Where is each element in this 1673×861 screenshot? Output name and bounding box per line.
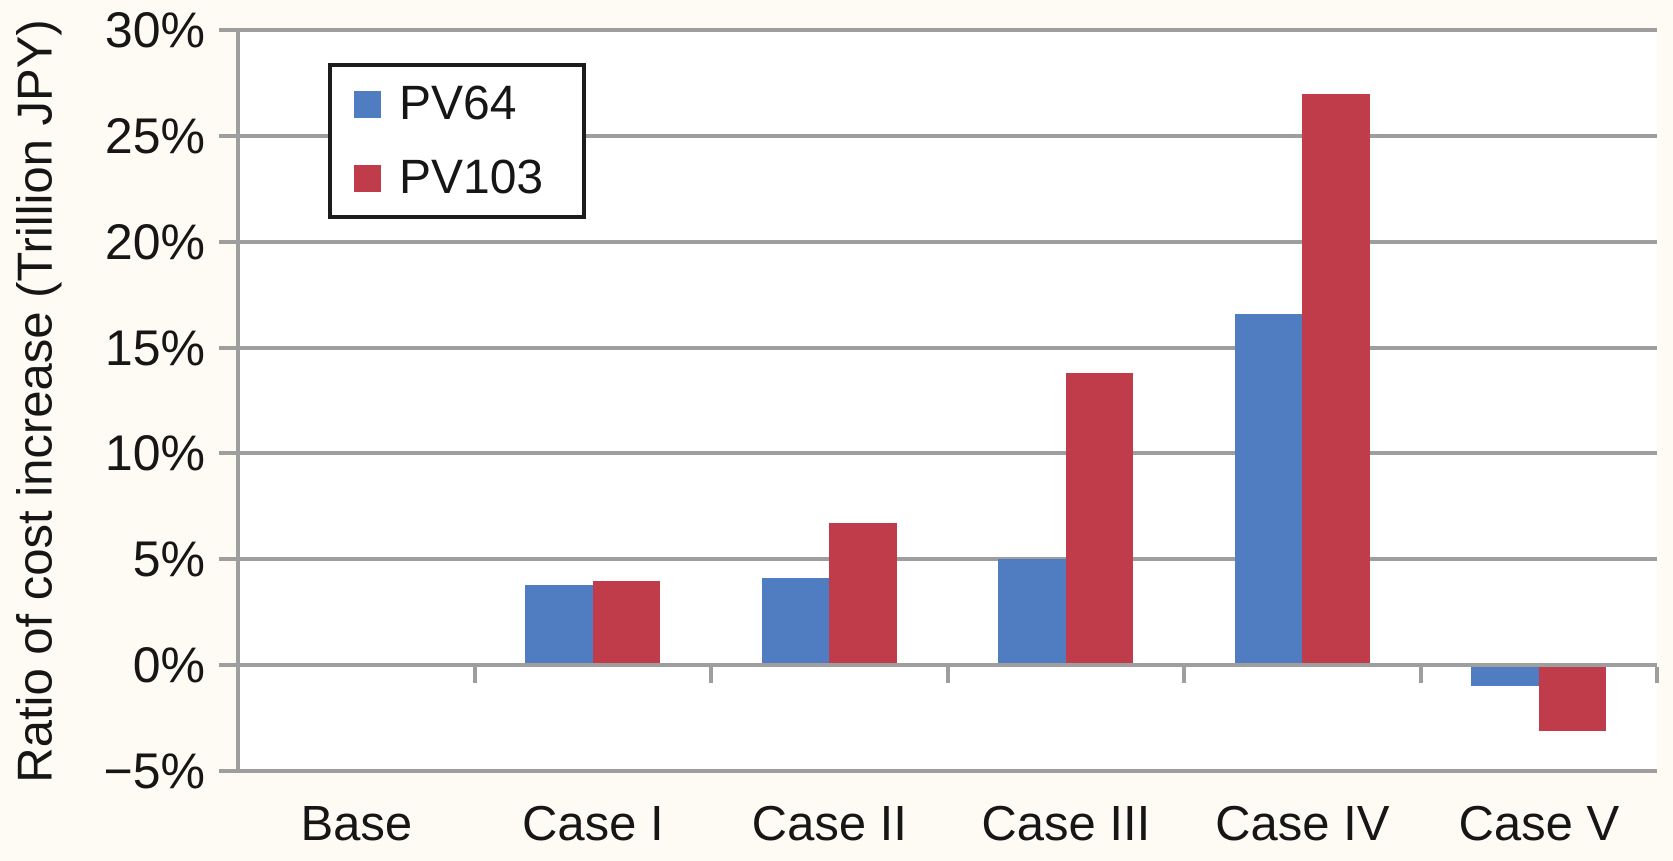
y-tick-mark-30 [219, 28, 238, 32]
x-category-label-case-iv: Case IV [1215, 797, 1390, 851]
legend-item-pv103: PV103 [354, 154, 582, 202]
pv64-series-swatch-icon [354, 90, 381, 118]
x-category-label-case-iii: Case III [981, 797, 1151, 851]
bar-pv103-case-iv [1302, 93, 1370, 666]
y-tick-mark-0 [219, 663, 238, 667]
bar-pv103-case-iii [1065, 373, 1134, 666]
x-category-label-case-ii: Case II [751, 797, 907, 851]
gridline-5 [238, 557, 1657, 561]
bar-pv64-case-ii [761, 578, 830, 666]
y-tick-label-10: 10% [104, 425, 205, 481]
x-tick-mark-3 [946, 667, 950, 683]
gridline-25 [238, 134, 1657, 138]
y-tick-mark-25 [219, 134, 238, 138]
y-tick-label-25: 25% [104, 108, 205, 164]
pv103-series-swatch-icon [354, 164, 381, 192]
y-tick-mark-20 [219, 240, 238, 244]
y-tick-label--5: −5% [103, 743, 205, 799]
legend-label-pv64: PV64 [399, 77, 517, 130]
gridline-10 [238, 451, 1657, 455]
bar-pv64-case-iv [1234, 313, 1303, 666]
y-tick-mark-5 [219, 557, 238, 561]
y-tick-mark-10 [219, 451, 238, 455]
legend-item-pv64: PV64 [354, 80, 582, 128]
y-tick-mark-15 [219, 346, 238, 350]
y-axis-line [236, 30, 240, 771]
bar-pv64-case-iii [998, 559, 1066, 666]
x-tick-mark-6 [1655, 667, 1659, 683]
plot-area [219, 28, 1659, 773]
gridline--5 [238, 769, 1657, 773]
y-tick-label-15: 15% [104, 320, 205, 376]
x-category-label-base: Base [300, 797, 413, 851]
y-tick-label-20: 20% [104, 214, 205, 270]
gridline-30 [238, 28, 1657, 32]
y-tick-mark--5 [219, 769, 238, 773]
x-axis-zero-line [238, 663, 1657, 667]
legend: PV64 PV103 [328, 63, 586, 219]
bar-pv103-case-v [1538, 665, 1607, 731]
x-category-label-case-v: Case V [1458, 797, 1620, 851]
y-tick-label-0: 0% [132, 637, 205, 693]
x-category-label-case-i: Case I [521, 797, 664, 851]
legend-label-pv103: PV103 [399, 151, 544, 204]
y-tick-label-5: 5% [132, 531, 205, 587]
x-tick-mark-4 [1182, 667, 1186, 683]
bar-pv64-case-v [1471, 665, 1539, 687]
bar-pv64-case-i [525, 584, 593, 666]
x-tick-mark-2 [709, 667, 713, 683]
x-tick-mark-5 [1419, 667, 1423, 683]
y-tick-label-30: 30% [104, 2, 205, 58]
x-tick-mark-1 [473, 667, 477, 683]
bar-pv103-case-ii [829, 523, 897, 666]
bar-pv103-case-i [592, 580, 661, 666]
gridline-20 [238, 240, 1657, 244]
gridline-15 [238, 346, 1657, 350]
